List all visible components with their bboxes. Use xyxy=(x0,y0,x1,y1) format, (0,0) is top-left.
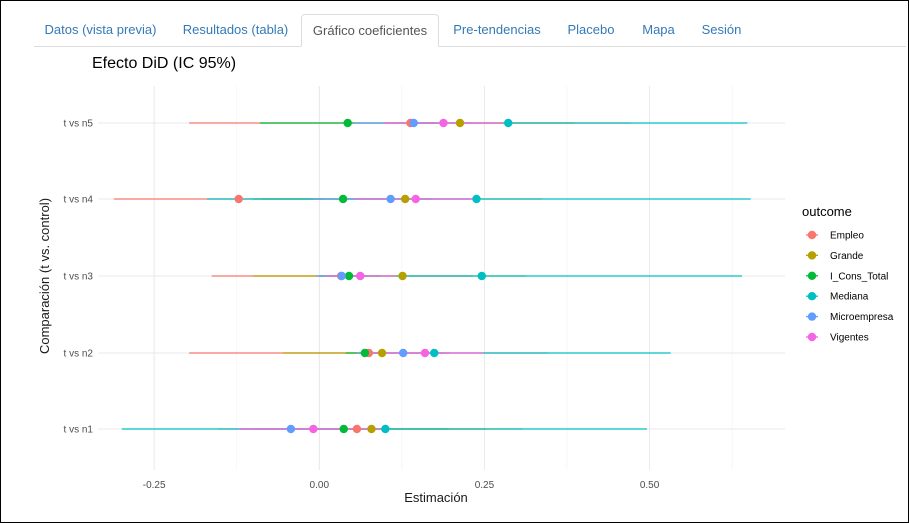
tab-bar: Datos (vista previa) Resultados (tabla) … xyxy=(34,14,906,47)
point-grande xyxy=(400,194,410,204)
legend-title: outcome xyxy=(802,204,852,219)
x-tick-label: 0.00 xyxy=(310,480,330,491)
x-tick-label: -0.25 xyxy=(143,480,166,491)
point-mediana xyxy=(504,118,513,128)
point-microempresa xyxy=(409,118,418,128)
point-grande xyxy=(398,271,407,281)
legend-key-point xyxy=(807,292,817,301)
legend-key-point xyxy=(807,230,817,240)
point-i_cons_total xyxy=(344,271,354,281)
point-grande xyxy=(377,348,387,358)
point-mediana xyxy=(430,348,439,358)
legend-label: Grande xyxy=(830,251,864,262)
tab-grafico-coeficientes[interactable]: Gráfico coeficientes xyxy=(301,14,439,47)
point-i_cons_total xyxy=(339,424,348,434)
point-i_cons_total xyxy=(338,194,348,204)
axes: -0.25 0.00 0.25 0.50 t vs n5 t vs n4 t vs n3 t … xyxy=(64,119,660,492)
point-microempresa xyxy=(386,194,395,204)
legend-label: Microempresa xyxy=(830,312,894,323)
point-microempresa xyxy=(286,424,296,434)
point-vigentes xyxy=(411,194,420,204)
point-vigentes xyxy=(309,424,318,434)
grid xyxy=(98,86,785,470)
point-mediana xyxy=(477,271,486,281)
x-tick-label: 0.25 xyxy=(475,480,495,491)
tab-pre-tendencias[interactable]: Pre-tendencias xyxy=(453,22,541,37)
y-tick-label: t vs n4 xyxy=(64,195,94,206)
tab-resultados-tabla[interactable]: Resultados (tabla) xyxy=(182,22,289,37)
point-microempresa xyxy=(337,271,346,281)
point-vigentes xyxy=(439,118,448,128)
point-i_cons_total xyxy=(343,118,352,128)
legend-key-point xyxy=(807,251,817,260)
point-mediana xyxy=(472,194,481,204)
point-grande xyxy=(455,118,465,128)
y-tick-label: t vs n2 xyxy=(64,349,94,360)
legend-key-point xyxy=(807,312,817,321)
point-i_cons_total xyxy=(360,348,370,358)
chart-title: Efecto DiD (IC 95%) xyxy=(92,55,236,72)
point-vigentes xyxy=(420,348,430,358)
point-vigentes xyxy=(356,271,365,281)
point-grande xyxy=(367,424,376,434)
point-empleo xyxy=(352,424,362,434)
tab-mapa[interactable]: Mapa xyxy=(642,22,675,37)
tab-sesion[interactable]: Sesión xyxy=(701,22,742,37)
point-empleo xyxy=(234,194,243,204)
tab-datos-vista-previa[interactable]: Datos (vista previa) xyxy=(44,22,157,37)
legend-label: Vigentes xyxy=(830,333,869,344)
points xyxy=(234,118,513,434)
y-tick-label: t vs n5 xyxy=(64,119,94,130)
legend-key-point xyxy=(807,332,817,342)
x-axis-title: Estimación xyxy=(404,490,468,505)
legend-label: Mediana xyxy=(830,292,869,303)
point-mediana xyxy=(381,424,390,434)
legend: outcome Empleo Grande I_Cons_Total Mediana M… xyxy=(802,204,894,344)
legend-label: Empleo xyxy=(830,231,864,242)
y-tick-label: t vs n3 xyxy=(64,272,94,283)
y-axis-title: Comparación (t vs. control) xyxy=(37,198,52,354)
tab-placebo[interactable]: Placebo xyxy=(567,22,615,37)
point-microempresa xyxy=(398,348,408,358)
x-tick-label: 0.50 xyxy=(640,480,660,491)
legend-label: I_Cons_Total xyxy=(830,271,888,282)
legend-key-point xyxy=(807,271,817,280)
y-tick-label: t vs n1 xyxy=(64,425,94,436)
